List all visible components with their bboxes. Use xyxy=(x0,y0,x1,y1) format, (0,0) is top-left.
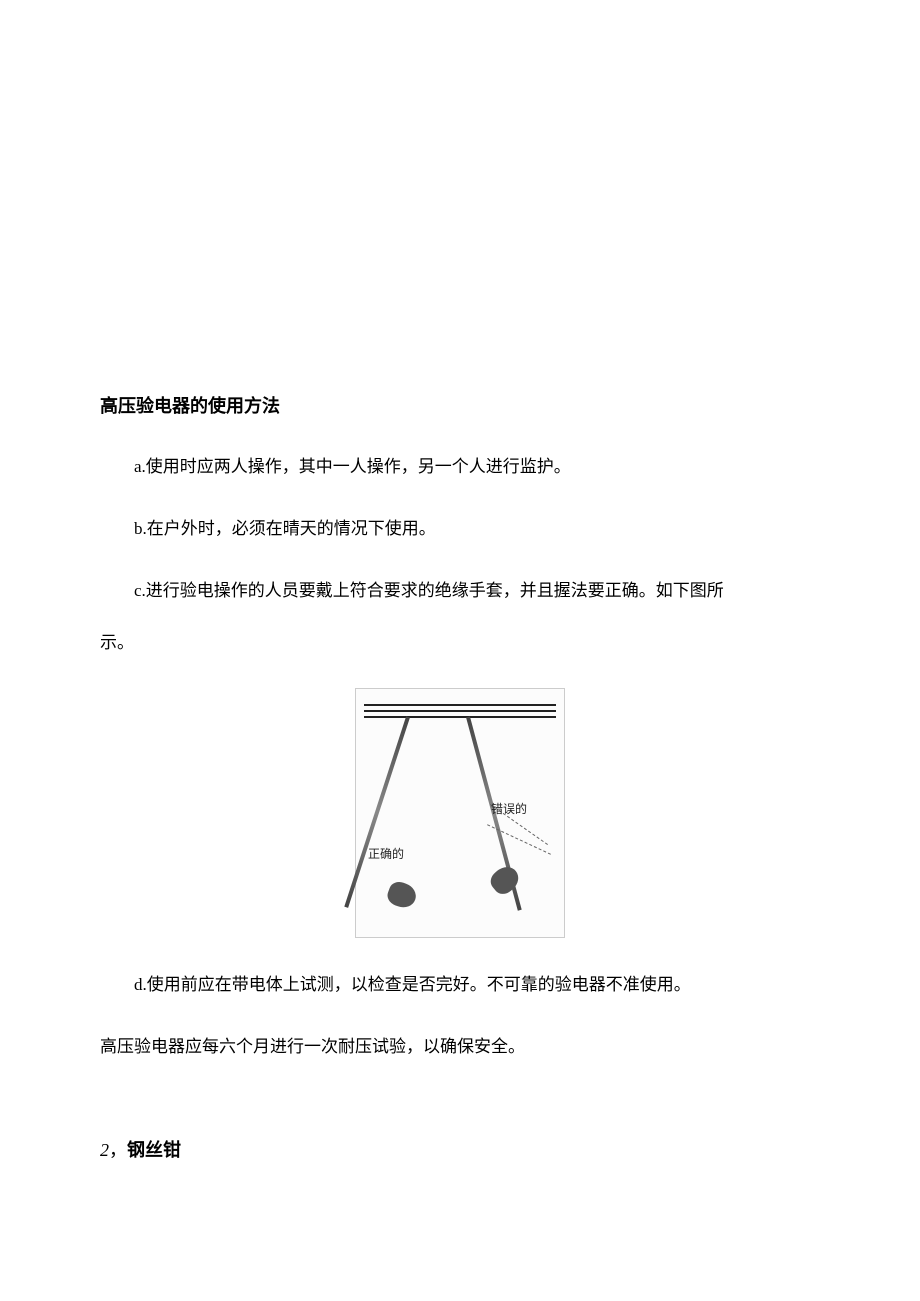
label-wrong: 错误的 xyxy=(491,799,527,821)
detector-pole-correct xyxy=(344,717,410,908)
section-2-sep: ， xyxy=(109,1140,127,1160)
hand-wrong-icon xyxy=(487,862,524,898)
item-c-line1: c.进行验电操作的人员要戴上符合要求的绝缘手套，并且握法要正确。如下图所 xyxy=(100,574,820,608)
item-a: a.使用时应两人操作，其中一人操作，另一个人进行监护。 xyxy=(100,450,820,484)
figure-illustration: 正确的 错误的 xyxy=(355,688,565,938)
section-2-heading: 2，钢丝钳 xyxy=(100,1134,820,1166)
item-c-line2: 示。 xyxy=(100,626,820,660)
hand-correct-icon xyxy=(385,879,420,911)
note: 高压验电器应每六个月进行一次耐压试验，以确保安全。 xyxy=(100,1030,820,1064)
figure-container: 正确的 错误的 xyxy=(100,688,820,938)
section-2-number: 2 xyxy=(100,1140,109,1160)
section-title: 高压验电器的使用方法 xyxy=(100,390,820,422)
overhead-wires xyxy=(364,704,556,722)
item-d: d.使用前应在带电体上试测，以检查是否完好。不可靠的验电器不准使用。 xyxy=(100,968,820,1002)
label-correct: 正确的 xyxy=(368,844,404,866)
section-2-name: 钢丝钳 xyxy=(127,1140,181,1160)
item-b: b.在户外时，必须在晴天的情况下使用。 xyxy=(100,512,820,546)
